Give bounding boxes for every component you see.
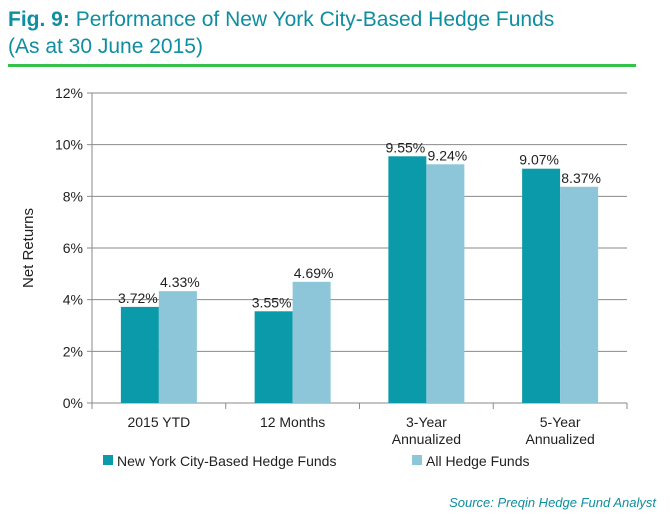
data-label: 4.33%: [160, 274, 200, 290]
y-tick-label: 8%: [63, 188, 83, 204]
source-note: Source: Preqin Hedge Fund Analyst: [449, 495, 656, 510]
figure-label: Fig. 9:: [8, 8, 70, 31]
bar: [560, 186, 599, 403]
legend-swatch: [412, 455, 422, 465]
y-tick-label: 0%: [63, 395, 83, 411]
x-tick-label: Annualized: [392, 431, 461, 447]
y-tick-label: 12%: [55, 85, 83, 101]
y-tick-label: 10%: [55, 137, 83, 153]
x-tick-label: 5-Year: [540, 414, 581, 430]
data-label: 9.55%: [386, 139, 426, 155]
bar: [522, 168, 561, 403]
data-label: 3.72%: [118, 290, 158, 306]
bar: [120, 306, 159, 403]
bar: [426, 164, 465, 403]
title-text: Performance of New York City-Based Hedge…: [75, 8, 555, 31]
bar: [292, 281, 331, 403]
data-label: 8.37%: [561, 170, 601, 186]
x-tick-label: 12 Months: [260, 414, 325, 430]
legend-swatch: [103, 455, 113, 465]
legend-label: New York City-Based Hedge Funds: [117, 453, 336, 469]
x-tick-label: 2015 YTD: [127, 414, 190, 430]
data-label: 9.24%: [428, 147, 468, 163]
title-divider: [8, 64, 636, 67]
data-label: 3.55%: [252, 294, 292, 310]
bar: [158, 291, 197, 403]
title-subtext: (As at 30 June 2015): [8, 35, 203, 58]
bar: [388, 156, 427, 403]
y-tick-label: 6%: [63, 240, 83, 256]
x-tick-label: Annualized: [525, 431, 594, 447]
data-label: 9.07%: [519, 152, 559, 168]
x-tick-label: 3-Year: [406, 414, 447, 430]
chart-title: Fig. 9: Performance of New York City-Bas…: [8, 6, 658, 60]
y-axis-label: Net Returns: [20, 208, 37, 288]
y-tick-label: 4%: [63, 292, 83, 308]
bar: [254, 311, 293, 403]
y-tick-label: 2%: [63, 343, 83, 359]
legend-label: All Hedge Funds: [426, 453, 530, 469]
data-label: 4.69%: [294, 265, 334, 281]
